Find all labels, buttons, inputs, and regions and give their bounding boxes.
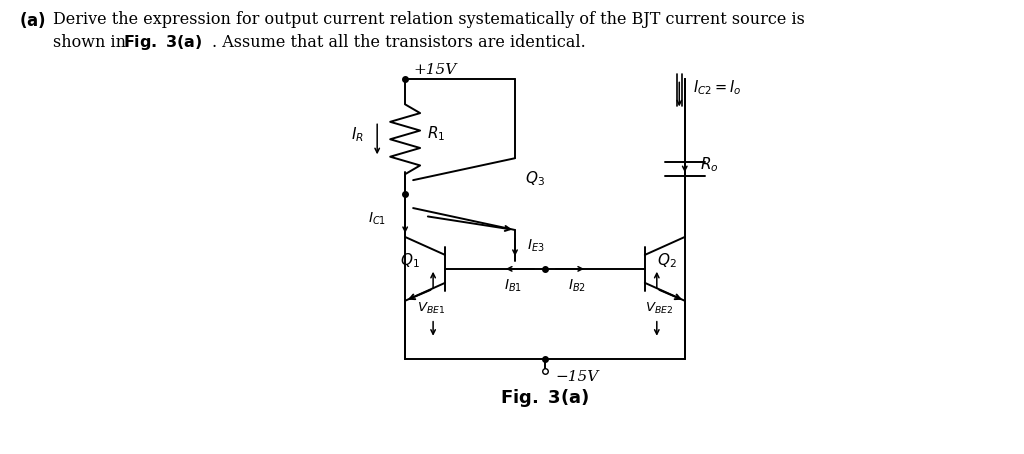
Text: . Assume that all the transistors are identical.: . Assume that all the transistors are id… bbox=[212, 34, 586, 51]
Text: $R_o$: $R_o$ bbox=[699, 155, 719, 173]
Text: $I_{B2}$: $I_{B2}$ bbox=[568, 277, 586, 294]
Text: $\mathbf{Fig.\ 3(a)}$: $\mathbf{Fig.\ 3(a)}$ bbox=[123, 33, 202, 52]
Text: $I_{E3}$: $I_{E3}$ bbox=[527, 238, 545, 254]
Text: $\mathbf{(a)}$: $\mathbf{(a)}$ bbox=[18, 10, 46, 30]
Text: $R_1$: $R_1$ bbox=[427, 124, 445, 143]
Text: $I_{B1}$: $I_{B1}$ bbox=[504, 277, 522, 294]
Text: $Q_3$: $Q_3$ bbox=[525, 170, 545, 188]
Text: −15V: −15V bbox=[555, 370, 598, 384]
Text: +15V: +15V bbox=[413, 64, 457, 78]
Text: $V_{BE2}$: $V_{BE2}$ bbox=[645, 301, 673, 316]
Text: $\mathbf{Fig.\ 3(a)}$: $\mathbf{Fig.\ 3(a)}$ bbox=[501, 387, 590, 410]
Text: $I_{C1}$: $I_{C1}$ bbox=[368, 211, 386, 227]
Text: Derive the expression for output current relation systematically of the BJT curr: Derive the expression for output current… bbox=[52, 11, 805, 28]
Text: $Q_2$: $Q_2$ bbox=[656, 252, 677, 270]
Text: $I_R$: $I_R$ bbox=[351, 125, 364, 143]
Text: $V_{BE1}$: $V_{BE1}$ bbox=[417, 301, 445, 316]
Text: $I_{C2} = I_o$: $I_{C2} = I_o$ bbox=[693, 78, 741, 97]
Text: $Q_1$: $Q_1$ bbox=[400, 252, 420, 270]
Text: shown in: shown in bbox=[52, 34, 131, 51]
